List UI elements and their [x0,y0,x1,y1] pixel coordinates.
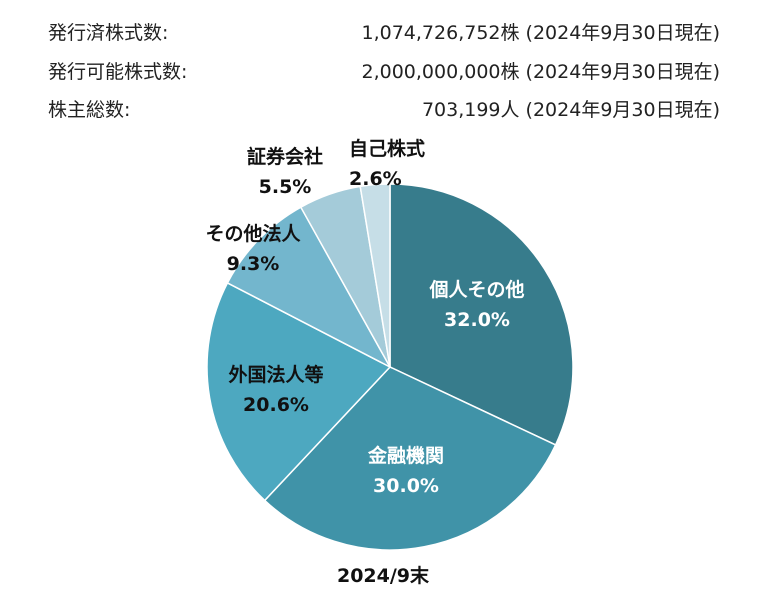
slice-name-label: 個人その他 [428,278,524,301]
pie-slice [206,281,392,502]
pie-labels: 個人その他 32.0% 金融機関 30.0% 外国法人等 20.6% その他法人 9.3% 証券… [205,137,524,497]
pie-slices [206,183,574,551]
slice-percent-label: 20.6% [243,394,309,416]
slice-name-label: 金融機関 [367,444,444,467]
slice-name-label: 自己株式 [349,137,425,160]
slice-percent-label: 9.3% [227,253,280,275]
issued-shares-row: 発行済株式数: 1,074,726,752株 (2024年9月30日現在) [0,16,767,50]
shareholders-value: 703,199人 (2024年9月30日現在) [421,99,720,121]
shareholders-row: 株主総数: 703,199人 (2024年9月30日現在) [0,93,767,127]
issued-shares-value: 1,074,726,752株 (2024年9月30日現在) [361,22,721,44]
issued-shares-label: 発行済株式数: [48,22,169,44]
authorized-shares-label: 発行可能株式数: [48,61,188,83]
slice-name-label: 外国法人等 [228,363,323,386]
slice-percent-label: 30.0% [373,475,439,497]
slice-name-label: 証券会社 [247,145,323,168]
shareholders-label: 株主総数: [48,99,131,121]
pie-slice [359,183,391,368]
slice-percent-label: 5.5% [259,176,312,198]
pie-slice [263,366,557,551]
authorized-shares-value: 2,000,000,000株 (2024年9月30日現在) [361,61,721,83]
pie-slice [389,183,574,446]
slice-name-label: その他法人 [205,222,301,245]
pie-slice [226,206,392,369]
slice-percent-label: 32.0% [444,309,510,331]
chart-caption: 2024/9末 [337,564,430,587]
authorized-shares-row: 発行可能株式数: 2,000,000,000株 (2024年9月30日現在) [0,55,767,89]
slice-percent-label: 2.6% [349,168,402,190]
